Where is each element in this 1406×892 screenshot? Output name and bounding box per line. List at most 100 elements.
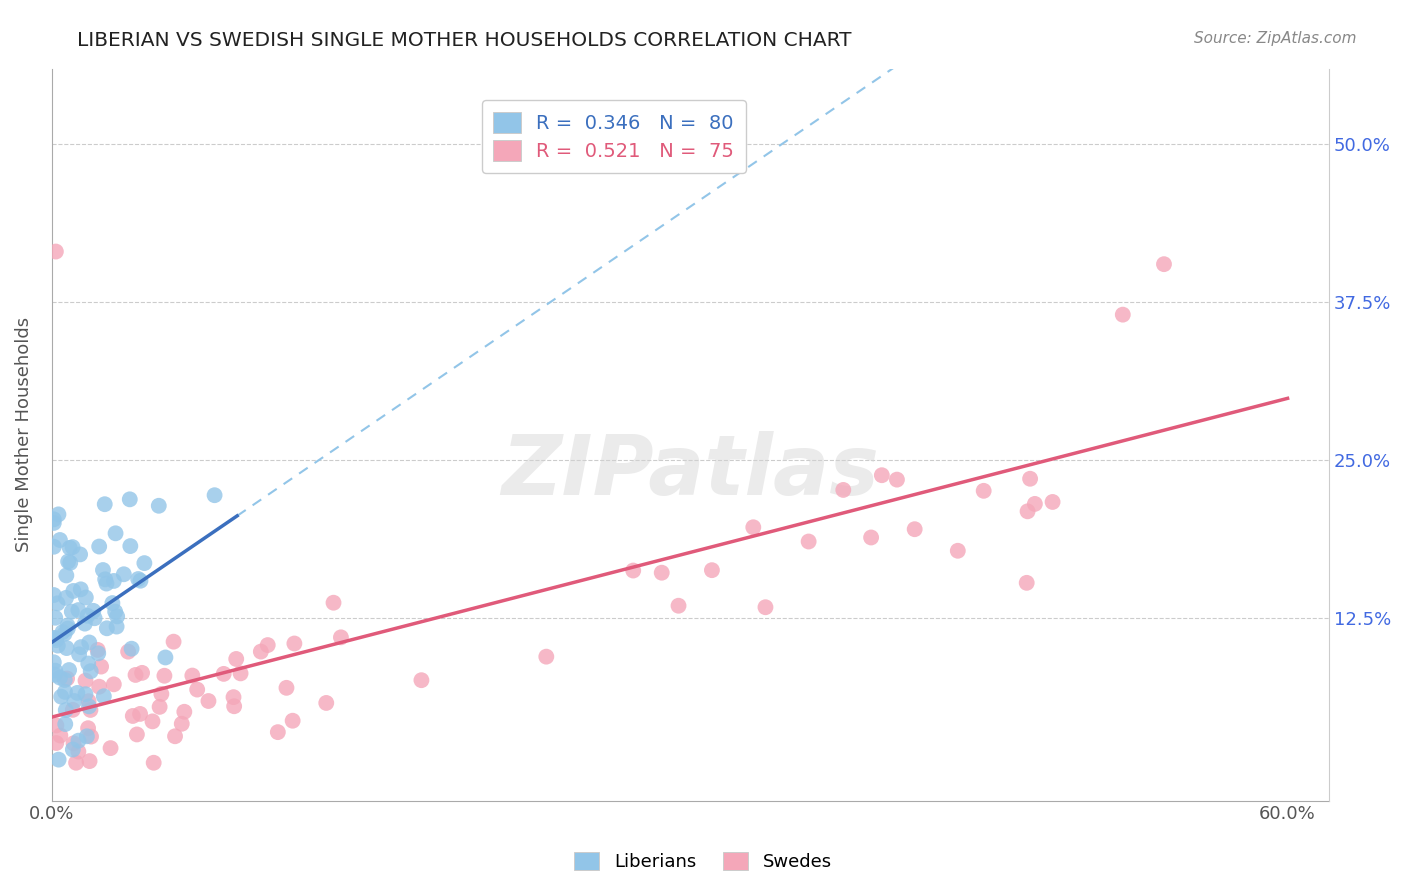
Point: [112, 567, 135, 582]
Text: LIBERIAN VS SWEDISH SINGLE MOTHER HOUSEHOLDS CORRELATION CHART: LIBERIAN VS SWEDISH SINGLE MOTHER HOUSEH…: [77, 31, 852, 50]
Point: [55, 591, 77, 605]
Point: [59, 541, 82, 555]
Point: [100, 741, 122, 756]
Point: [56, 554, 79, 568]
Point: [96, 576, 118, 591]
Point: [62, 584, 84, 599]
Point: [121, 709, 143, 723]
Point: [946, 543, 969, 558]
Point: [105, 609, 128, 624]
Point: [91, 563, 114, 577]
Point: [44, 611, 66, 625]
Point: [60, 605, 83, 619]
Point: [267, 725, 290, 739]
Point: [65, 756, 87, 770]
Point: [53, 627, 76, 641]
Point: [742, 520, 765, 534]
Point: [104, 526, 127, 541]
Point: [197, 694, 219, 708]
Point: [1017, 504, 1039, 518]
Point: [55, 703, 77, 717]
Point: [181, 668, 204, 682]
Point: [56, 618, 79, 632]
Point: [42, 588, 65, 602]
Point: [53, 673, 76, 687]
Point: [103, 677, 125, 691]
Point: [62, 742, 84, 756]
Point: [66, 686, 89, 700]
Point: [53, 717, 76, 731]
Point: [46, 596, 69, 610]
Point: [224, 699, 246, 714]
Point: [860, 531, 883, 545]
Point: [276, 681, 298, 695]
Point: [886, 473, 908, 487]
Point: [75, 591, 97, 605]
Point: [67, 603, 90, 617]
Point: [67, 648, 90, 662]
Point: [80, 664, 103, 678]
Point: [80, 730, 103, 744]
Point: [153, 669, 176, 683]
Point: [45, 718, 67, 732]
Point: [56, 622, 79, 636]
Point: [77, 699, 100, 714]
Point: [163, 729, 186, 743]
Point: [668, 599, 690, 613]
Point: [173, 705, 195, 719]
Point: [76, 608, 98, 623]
Point: [90, 659, 112, 673]
Point: [754, 600, 776, 615]
Point: [69, 548, 91, 562]
Point: [162, 634, 184, 648]
Point: [53, 685, 76, 699]
Point: [1112, 308, 1135, 322]
Point: [86, 643, 108, 657]
Point: [77, 694, 100, 708]
Point: [49, 671, 72, 685]
Point: [125, 727, 148, 741]
Point: [1042, 495, 1064, 509]
Point: [62, 703, 84, 717]
Point: [77, 657, 100, 671]
Point: [621, 564, 644, 578]
Point: [42, 516, 65, 530]
Point: [1015, 575, 1038, 590]
Point: [129, 574, 152, 588]
Point: [120, 539, 142, 553]
Point: [82, 604, 104, 618]
Point: [281, 714, 304, 728]
Point: [973, 483, 995, 498]
Point: [93, 690, 115, 704]
Point: [75, 673, 97, 688]
Point: [121, 641, 143, 656]
Point: [89, 680, 111, 694]
Point: [44, 664, 66, 678]
Point: [48, 508, 70, 522]
Point: [51, 625, 73, 640]
Point: [77, 721, 100, 735]
Point: [73, 616, 96, 631]
Point: [832, 483, 855, 497]
Point: [62, 736, 84, 750]
Point: [70, 640, 93, 654]
Point: [142, 756, 165, 770]
Point: [59, 556, 82, 570]
Point: [44, 667, 66, 681]
Point: [118, 492, 141, 507]
Point: [870, 468, 893, 483]
Point: [250, 644, 273, 658]
Point: [58, 663, 80, 677]
Point: [627, 131, 650, 145]
Point: [204, 488, 226, 502]
Point: [67, 745, 90, 759]
Point: [797, 534, 820, 549]
Point: [141, 714, 163, 729]
Point: [1153, 257, 1175, 271]
Point: [129, 706, 152, 721]
Point: [79, 703, 101, 717]
Y-axis label: Single Mother Households: Single Mother Households: [15, 317, 32, 552]
Point: [94, 572, 117, 586]
Point: [104, 605, 127, 619]
Point: [155, 650, 177, 665]
